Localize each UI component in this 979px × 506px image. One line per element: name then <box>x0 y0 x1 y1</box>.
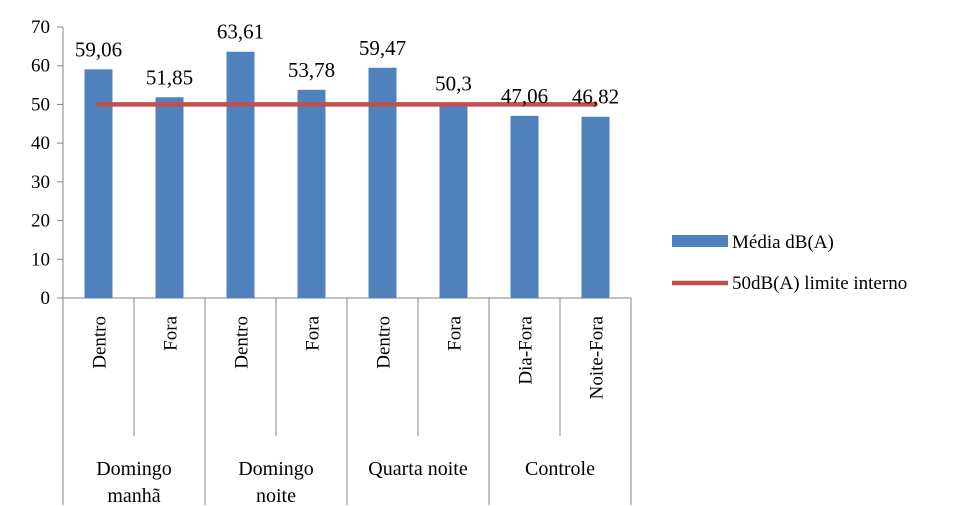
y-tick-label: 70 <box>31 17 50 38</box>
y-tick-label: 50 <box>31 94 50 115</box>
category-label: Dia-Fora <box>516 315 537 384</box>
group-label: Controle <box>525 458 595 480</box>
bar-data-label: 59,06 <box>75 37 122 61</box>
category-axis: Dentro Fora Dentro Fora Dentro Fora Dia-Fora No… <box>62 298 632 506</box>
category-label: Fora <box>303 315 324 350</box>
bar <box>297 89 326 298</box>
bar <box>155 97 184 299</box>
group-label: noite <box>256 485 296 506</box>
group-label: Domingo <box>96 458 172 480</box>
category-label: Fora <box>161 315 182 350</box>
data-labels: 59,06 51,85 63,61 53,78 59,47 50,3 47,06 46,82 <box>75 20 619 109</box>
y-tick-label: 30 <box>31 172 50 193</box>
category-label: Dentro <box>90 316 111 369</box>
bar <box>439 103 468 298</box>
y-tick-label: 10 <box>31 249 50 270</box>
bar <box>581 116 610 298</box>
y-tick-label: 40 <box>31 133 50 154</box>
bar-data-label: 59,47 <box>359 36 406 60</box>
bar <box>510 115 539 298</box>
legend-label: Média dB(A) <box>732 232 834 253</box>
bar-data-label: 63,61 <box>217 20 264 44</box>
legend: Média dB(A) 50dB(A) limite interno <box>672 232 907 294</box>
bar <box>226 51 255 298</box>
category-label: Noite-Fora <box>587 315 608 399</box>
bar-data-label: 47,06 <box>501 84 548 108</box>
category-label: Dentro <box>232 316 253 369</box>
bar-data-label: 53,78 <box>288 58 335 82</box>
bar <box>84 69 113 299</box>
group-label: manhã <box>107 485 160 506</box>
category-label: Dentro <box>374 316 395 369</box>
legend-label: 50dB(A) limite interno <box>732 273 907 294</box>
legend-swatch-bars <box>672 235 728 247</box>
category-label: Fora <box>445 315 466 350</box>
group-label: Domingo <box>238 458 314 480</box>
bar-data-label: 50,3 <box>435 71 472 95</box>
group-label: Quarta noite <box>368 458 468 480</box>
y-tick-label: 20 <box>31 211 50 232</box>
bars <box>84 51 610 299</box>
bar-data-label: 46,82 <box>572 85 619 109</box>
y-tick-label: 60 <box>31 56 50 77</box>
bar-data-label: 51,85 <box>146 65 193 89</box>
y-tick-label: 0 <box>41 288 51 309</box>
